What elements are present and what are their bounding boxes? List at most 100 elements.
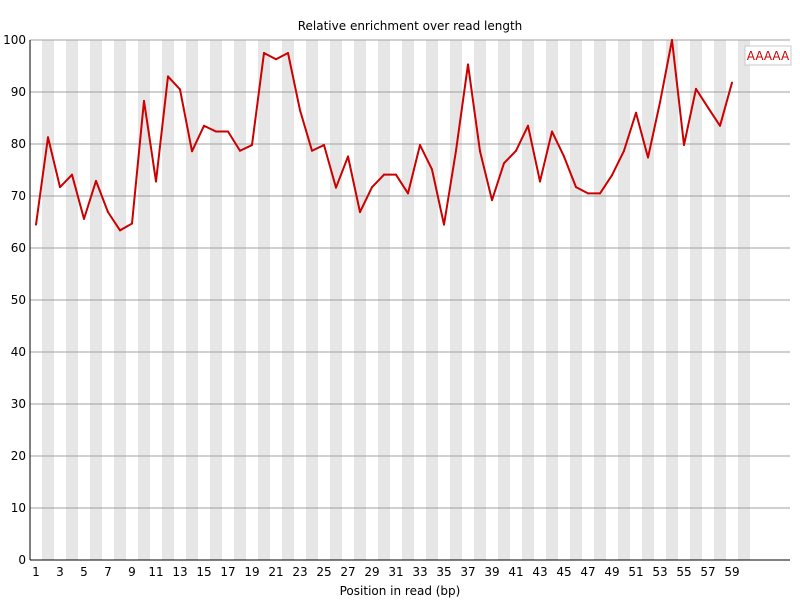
legend-box <box>744 45 792 66</box>
data-point <box>251 144 253 147</box>
x-axis-label: Position in read (bp) <box>340 584 461 598</box>
x-tick-label: 19 <box>244 565 259 579</box>
data-point <box>371 186 373 189</box>
data-point <box>419 144 421 147</box>
y-tick-label: 90 <box>11 85 26 99</box>
y-tick-label: 70 <box>11 189 26 203</box>
data-point <box>455 149 457 152</box>
x-tick-label: 39 <box>484 565 499 579</box>
data-point <box>503 162 505 165</box>
series-group <box>35 39 733 232</box>
data-point <box>467 63 469 66</box>
data-point <box>335 186 337 189</box>
x-tick-label: 57 <box>700 565 715 579</box>
data-point <box>431 168 433 171</box>
x-tick-label: 55 <box>676 565 691 579</box>
data-point <box>215 130 217 133</box>
data-point <box>131 222 133 225</box>
data-point <box>575 186 577 189</box>
data-point <box>323 144 325 147</box>
data-point <box>155 180 157 183</box>
data-point <box>35 223 37 226</box>
x-tick-label: 51 <box>628 565 643 579</box>
x-tick-label: 41 <box>508 565 523 579</box>
x-tick-label: 15 <box>196 565 211 579</box>
data-point <box>299 109 301 112</box>
data-point <box>659 101 661 104</box>
y-axis-ticks: 0 10 20 30 40 50 60 70 80 90 100 <box>3 33 26 567</box>
data-point <box>311 149 313 152</box>
data-point <box>95 179 97 182</box>
x-tick-label: 49 <box>604 565 619 579</box>
data-point <box>731 81 733 84</box>
data-point <box>287 52 289 54</box>
data-point <box>191 150 193 153</box>
data-point <box>203 124 205 127</box>
data-point <box>479 150 481 153</box>
data-point <box>563 155 565 158</box>
chart-title: Relative enrichment over read length <box>298 19 523 33</box>
x-tick-label: 37 <box>460 565 475 579</box>
x-tick-label: 9 <box>128 565 136 579</box>
x-tick-label: 21 <box>268 565 283 579</box>
data-point <box>719 124 721 127</box>
data-point <box>395 173 397 176</box>
x-tick-label: 5 <box>80 565 88 579</box>
data-point <box>623 149 625 152</box>
x-tick-label: 7 <box>104 565 112 579</box>
x-tick-label: 11 <box>148 565 163 579</box>
data-point <box>383 173 385 176</box>
data-point <box>647 156 649 159</box>
x-axis-ticks: 1 3 5 7 9 11 13 15 17 19 21 23 25 27 29 31 33 35 37 39 41 43 4… <box>32 565 739 579</box>
x-tick-label: 27 <box>340 565 355 579</box>
data-point <box>263 52 265 54</box>
y-tick-label: 10 <box>11 501 26 515</box>
data-point <box>71 173 73 176</box>
data-point <box>107 211 109 214</box>
data-point <box>695 87 697 90</box>
data-point <box>119 229 121 232</box>
data-point <box>551 130 553 133</box>
data-point <box>275 58 277 61</box>
x-tick-label: 47 <box>580 565 595 579</box>
x-tick-label: 53 <box>652 565 667 579</box>
y-tick-label: 20 <box>11 449 26 463</box>
data-point <box>599 192 601 195</box>
data-point <box>47 136 49 139</box>
data-point <box>515 149 517 152</box>
data-point <box>179 88 181 91</box>
data-point <box>683 144 685 147</box>
x-tick-label: 45 <box>556 565 571 579</box>
y-tick-label: 60 <box>11 241 26 255</box>
x-tick-label: 33 <box>412 565 427 579</box>
y-tick-label: 100 <box>3 33 26 47</box>
data-point <box>143 99 145 102</box>
x-tick-label: 59 <box>724 565 739 579</box>
data-point <box>707 106 709 109</box>
data-point <box>539 180 541 183</box>
legend-label-aaaaa: AAAAA <box>747 49 790 63</box>
data-point <box>527 124 529 127</box>
y-tick-label: 30 <box>11 397 26 411</box>
data-point <box>359 211 361 214</box>
x-tick-label: 35 <box>436 565 451 579</box>
data-point <box>491 199 493 202</box>
y-tick-label: 40 <box>11 345 26 359</box>
data-point <box>443 223 445 226</box>
x-tick-label: 25 <box>316 565 331 579</box>
data-point <box>167 75 169 78</box>
data-point <box>239 149 241 152</box>
x-tick-label: 23 <box>292 565 307 579</box>
y-tick-label: 80 <box>11 137 26 151</box>
x-tick-label: 29 <box>364 565 379 579</box>
data-point <box>671 39 673 41</box>
x-tick-label: 1 <box>32 565 40 579</box>
x-tick-label: 43 <box>532 565 547 579</box>
data-point <box>611 174 613 177</box>
y-tick-label: 50 <box>11 293 26 307</box>
data-point <box>347 155 349 158</box>
data-point <box>59 186 61 189</box>
x-tick-label: 17 <box>220 565 235 579</box>
x-tick-label: 3 <box>56 565 64 579</box>
